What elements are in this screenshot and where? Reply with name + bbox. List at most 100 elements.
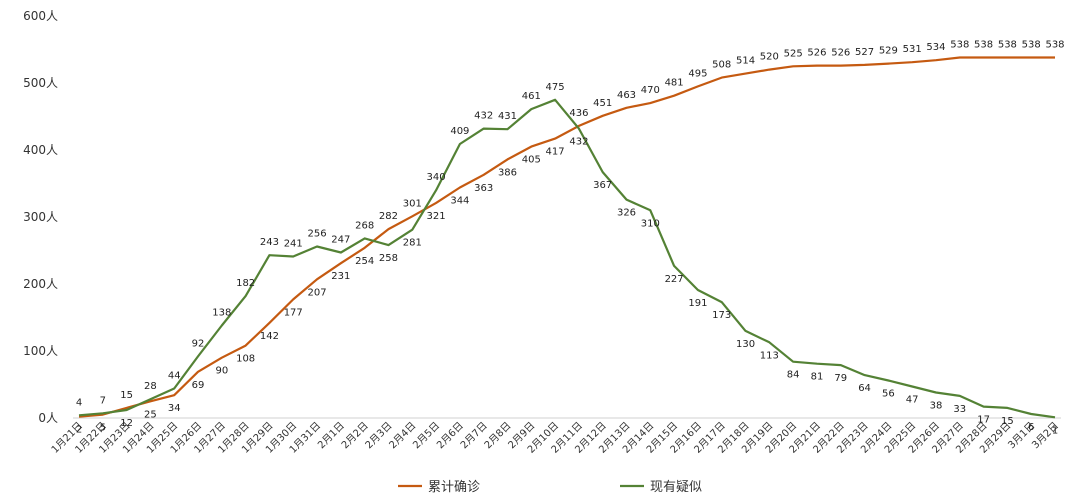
suspected-data-label: 241 — [284, 239, 303, 250]
suspected-data-label: 56 — [882, 388, 895, 399]
confirmed-data-label: 481 — [665, 78, 684, 89]
confirmed-data-label: 405 — [522, 155, 541, 166]
y-tick-label: 100人 — [23, 344, 58, 358]
suspected-data-label: 432 — [474, 111, 493, 122]
suspected-data-label: 461 — [522, 91, 541, 102]
suspected-data-label: 79 — [834, 373, 847, 384]
suspected-data-label: 247 — [331, 235, 350, 246]
suspected-data-label: 475 — [546, 82, 565, 93]
confirmed-data-label: 69 — [192, 380, 205, 391]
suspected-data-label: 38 — [930, 401, 943, 412]
confirmed-data-label: 301 — [403, 198, 422, 209]
confirmed-data-label: 495 — [688, 68, 707, 79]
legend-item-confirmed: 累计确诊 — [398, 480, 480, 495]
suspected-data-label: 191 — [688, 298, 707, 309]
confirmed-data-label: 538 — [974, 40, 993, 51]
confirmed-data-label: 25 — [144, 409, 157, 420]
y-tick-label: 600人 — [23, 9, 58, 23]
suspected-series-line — [78, 98, 1056, 419]
confirmed-data-label: 508 — [712, 60, 731, 71]
confirmed-data-label: 463 — [617, 90, 636, 101]
confirmed-data-label: 520 — [760, 52, 779, 63]
suspected-data-label: 326 — [617, 208, 636, 219]
suspected-data-label: 64 — [858, 383, 871, 394]
suspected-data-label: 138 — [212, 308, 231, 319]
confirmed-data-label: 363 — [474, 183, 493, 194]
confirmed-data-label: 451 — [593, 98, 612, 109]
y-tick-label: 300人 — [23, 210, 58, 224]
suspected-data-label: 44 — [168, 371, 181, 382]
confirmed-series-line — [78, 56, 1055, 418]
suspected-data-label: 182 — [236, 278, 255, 289]
suspected-data-label: 367 — [593, 180, 612, 191]
suspected-data-label: 15 — [1001, 416, 1014, 427]
confirmed-data-label: 108 — [236, 354, 255, 365]
confirmed-data-label: 538 — [1045, 40, 1064, 51]
confirmed-data-label: 538 — [998, 40, 1017, 51]
y-axis: 0人 100人 200人 300人 400人 500人 600人 — [23, 9, 58, 425]
legend-label: 累计确诊 — [428, 480, 480, 495]
suspected-data-label: 409 — [450, 126, 469, 137]
suspected-data-label: 47 — [906, 395, 919, 406]
confirmed-data-label: 2 — [76, 425, 82, 436]
suspected-data-label: 258 — [379, 253, 398, 264]
confirmed-data-label: 470 — [641, 85, 660, 96]
confirmed-data-label: 534 — [926, 42, 945, 53]
confirmed-data-label: 531 — [903, 44, 922, 55]
y-tick-label: 400人 — [23, 143, 58, 157]
confirmed-data-label: 526 — [831, 48, 850, 59]
suspected-data-label: 12 — [120, 418, 133, 429]
confirmed-data-label: 231 — [331, 271, 350, 282]
suspected-data-label: 256 — [308, 228, 327, 239]
confirmed-data-label: 417 — [546, 147, 565, 158]
x-axis: 1月21日1月22日1月23日1月24日1月25日1月26日1月27日1月28日… — [49, 420, 1061, 456]
suspected-data-label: 340 — [427, 172, 446, 183]
suspected-data-label: 17 — [977, 415, 990, 426]
series-lines — [78, 56, 1056, 419]
confirmed-data-label: 538 — [950, 40, 969, 51]
confirmed-data-label: 527 — [855, 47, 874, 58]
suspected-data-label: 268 — [355, 220, 374, 231]
suspected-data-label: 243 — [260, 237, 279, 248]
confirmed-data-label: 15 — [120, 390, 133, 401]
suspected-data-label: 431 — [498, 111, 517, 122]
legend-label: 现有疑似 — [650, 479, 702, 495]
suspected-data-label: 81 — [811, 372, 824, 383]
suspected-data-label: 281 — [403, 238, 422, 249]
confirmed-data-label: 436 — [569, 108, 588, 119]
suspected-data-label: 6 — [1028, 422, 1034, 433]
confirmed-data-label: 514 — [736, 56, 755, 67]
confirmed-data-label: 525 — [784, 48, 803, 59]
suspected-data-label: 310 — [641, 218, 660, 229]
confirmed-data-label: 538 — [1022, 40, 1041, 51]
confirmed-data-label: 207 — [308, 287, 327, 298]
legend-item-suspected: 现有疑似 — [620, 479, 702, 495]
confirmed-data-label: 321 — [427, 211, 446, 222]
confirmed-data-label: 282 — [379, 211, 398, 222]
suspected-data-label: 84 — [787, 370, 800, 381]
suspected-data-label: 130 — [736, 339, 755, 350]
suspected-data-label: 7 — [100, 395, 106, 406]
y-tick-label: 200人 — [23, 277, 58, 291]
y-tick-label: 500人 — [23, 76, 58, 90]
suspected-data-label: 227 — [665, 274, 684, 285]
suspected-data-label: 1 — [1052, 425, 1058, 436]
suspected-data-label: 173 — [712, 310, 731, 321]
confirmed-data-label: 529 — [879, 46, 898, 57]
suspected-data-label: 432 — [569, 137, 588, 148]
confirmed-data-label: 526 — [807, 48, 826, 59]
suspected-data-label: 33 — [953, 404, 966, 415]
suspected-data-label: 28 — [144, 381, 157, 392]
confirmed-data-label: 34 — [168, 403, 181, 414]
confirmed-data-label: 5 — [100, 423, 106, 434]
legend: 累计确诊 现有疑似 — [398, 479, 702, 495]
confirmed-data-label: 177 — [284, 307, 303, 318]
suspected-data-label: 4 — [76, 397, 82, 408]
confirmed-data-label: 254 — [355, 256, 374, 267]
y-tick-label: 0人 — [38, 411, 58, 425]
confirmed-data-label: 90 — [215, 366, 228, 377]
suspected-data-label: 113 — [760, 350, 779, 361]
suspected-data-label: 92 — [192, 338, 205, 349]
